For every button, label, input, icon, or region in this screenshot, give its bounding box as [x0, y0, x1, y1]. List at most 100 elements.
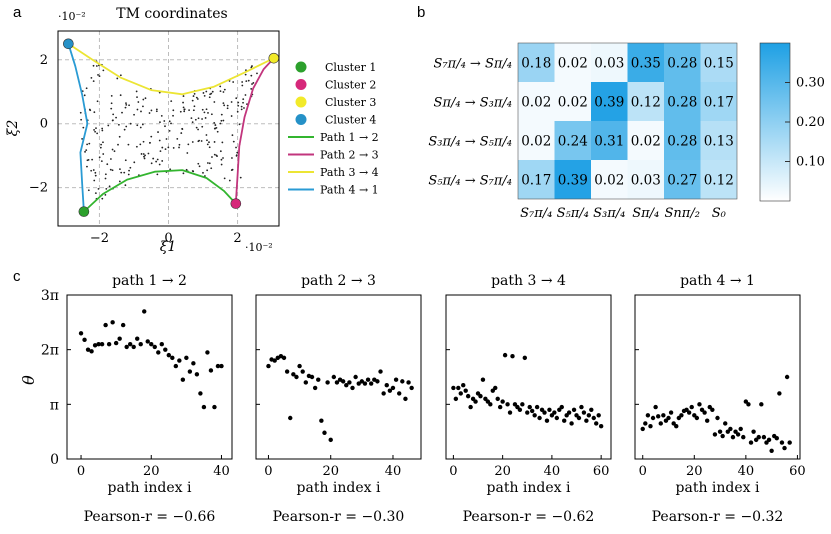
- theta-point: [661, 413, 666, 418]
- chart-a-sample-dot: [144, 154, 146, 157]
- chart-a-sample-dot: [182, 172, 185, 175]
- theta-point: [284, 369, 290, 374]
- heatmap-cell: [554, 43, 591, 82]
- heatmap-cell-label: 0.24: [558, 134, 588, 150]
- theta-point: [465, 393, 471, 399]
- heatmap-cell-label: 0.13: [704, 134, 734, 150]
- chart-a-sample-dot: [148, 112, 151, 114]
- pearson-r-caption: Pearson-r = −0.62: [463, 509, 595, 525]
- theta-point: [542, 410, 547, 415]
- theta-point: [679, 413, 684, 418]
- theta-point: [534, 404, 540, 410]
- chart-a-sample-dot: [186, 152, 189, 154]
- theta-point: [735, 432, 741, 437]
- theta-point: [135, 336, 140, 341]
- theta-point: [344, 383, 349, 388]
- theta-point: [89, 349, 94, 354]
- heatmap-cell-label: 0.12: [704, 173, 734, 189]
- chart-a-sample-dot: [206, 162, 209, 164]
- heatmap-cell: [518, 82, 555, 121]
- theta-point: [281, 355, 287, 361]
- colorbar-tick-label: 0.30: [796, 76, 825, 91]
- theta-ytick-label: 3π: [41, 288, 59, 304]
- chart-a-sample-dot: [178, 146, 180, 149]
- heatmap-cell-label: 0.31: [594, 134, 624, 150]
- chart-a-sample-dot: [167, 146, 170, 149]
- theta-ytick-label: 2π: [41, 343, 59, 359]
- theta-xtick-label: 20: [494, 464, 511, 479]
- chart-a-cluster-1: [78, 206, 90, 217]
- theta-point: [159, 342, 164, 347]
- chart-a-sample-dot: [94, 171, 97, 174]
- theta-point: [127, 342, 133, 347]
- theta-point: [507, 410, 513, 415]
- legend-cluster-label: Cluster 2: [325, 79, 376, 92]
- theta-point: [717, 429, 723, 434]
- chart-a-sample-dot: [119, 168, 121, 171]
- theta-point: [397, 391, 402, 396]
- chart-a-sample-dot: [136, 96, 138, 99]
- theta-ytick-label: π: [50, 397, 59, 413]
- heatmap-cell-label: 0.28: [667, 134, 697, 150]
- theta-point: [85, 347, 91, 352]
- chart-a-sample-dot: [240, 108, 243, 111]
- chart-a-sample-dot: [243, 107, 245, 109]
- chart-a-sample-dot: [164, 148, 167, 151]
- theta-point: [584, 418, 589, 423]
- theta-point: [215, 363, 221, 369]
- chart-a-sample-dot: [133, 113, 135, 116]
- theta-point: [266, 363, 271, 369]
- theta-point: [378, 369, 383, 374]
- chart-a-sample-dot: [241, 81, 244, 83]
- theta-point: [384, 383, 389, 388]
- theta-point: [527, 404, 532, 410]
- theta-point: [463, 388, 468, 393]
- theta-point: [650, 415, 656, 421]
- chart-a-sample-dot: [197, 140, 200, 143]
- theta-panel-xlabel: path index i: [676, 480, 760, 496]
- chart-a-sample-dot: [97, 187, 100, 190]
- chart-a-sample-dot: [140, 110, 142, 113]
- pearson-r-caption: Pearson-r = −0.32: [652, 509, 784, 525]
- theta-point: [712, 432, 718, 437]
- chart-a-sample-dot: [232, 81, 235, 83]
- chart-a-sample-dot: [88, 142, 91, 145]
- chart-a-sample-dot: [112, 113, 115, 116]
- theta-panel-xlabel: path index i: [487, 480, 571, 496]
- chart-a-sample-dot: [169, 168, 172, 171]
- theta-point: [480, 377, 486, 382]
- heatmap-cell: [700, 82, 737, 121]
- chart-a-sample-dot: [203, 111, 206, 114]
- theta-point: [529, 408, 535, 414]
- theta-point: [544, 418, 550, 423]
- chart-a-ytick-label: −2: [29, 181, 48, 196]
- theta-point: [353, 374, 358, 380]
- theta-point: [170, 355, 175, 361]
- chart-a-sample-dot: [180, 132, 183, 134]
- heatmap-column-label: Sπ/₄: [632, 206, 659, 221]
- theta-point: [187, 369, 193, 374]
- chart-a-sample-dot: [115, 116, 117, 119]
- theta-point: [92, 343, 98, 348]
- chart-a-sample-dot: [94, 130, 97, 133]
- theta-point: [78, 331, 84, 336]
- chart-a-sample-dot: [197, 128, 199, 131]
- theta-point: [138, 342, 143, 347]
- heatmap-cell-label: 0.17: [704, 95, 734, 111]
- chart-a-sample-dot: [123, 171, 126, 174]
- theta-point: [746, 402, 751, 407]
- theta-point: [198, 391, 203, 396]
- theta-point: [156, 350, 161, 355]
- chart-a-sample-dot: [142, 140, 145, 143]
- theta-xtick-label: 40: [544, 464, 561, 479]
- theta-panel-frame: [66, 294, 233, 460]
- chart-a-sample-dot: [92, 169, 95, 171]
- chart-a-sample-dot: [97, 74, 99, 76]
- chart-a-sample-dot: [92, 64, 95, 67]
- theta-point: [566, 410, 572, 415]
- chart-a-sample-dot: [223, 177, 226, 180]
- theta-point: [453, 396, 459, 402]
- chart-a-sample-dot: [100, 160, 103, 163]
- chart-a-sample-dot: [155, 160, 158, 163]
- heatmap-cell: [591, 82, 628, 121]
